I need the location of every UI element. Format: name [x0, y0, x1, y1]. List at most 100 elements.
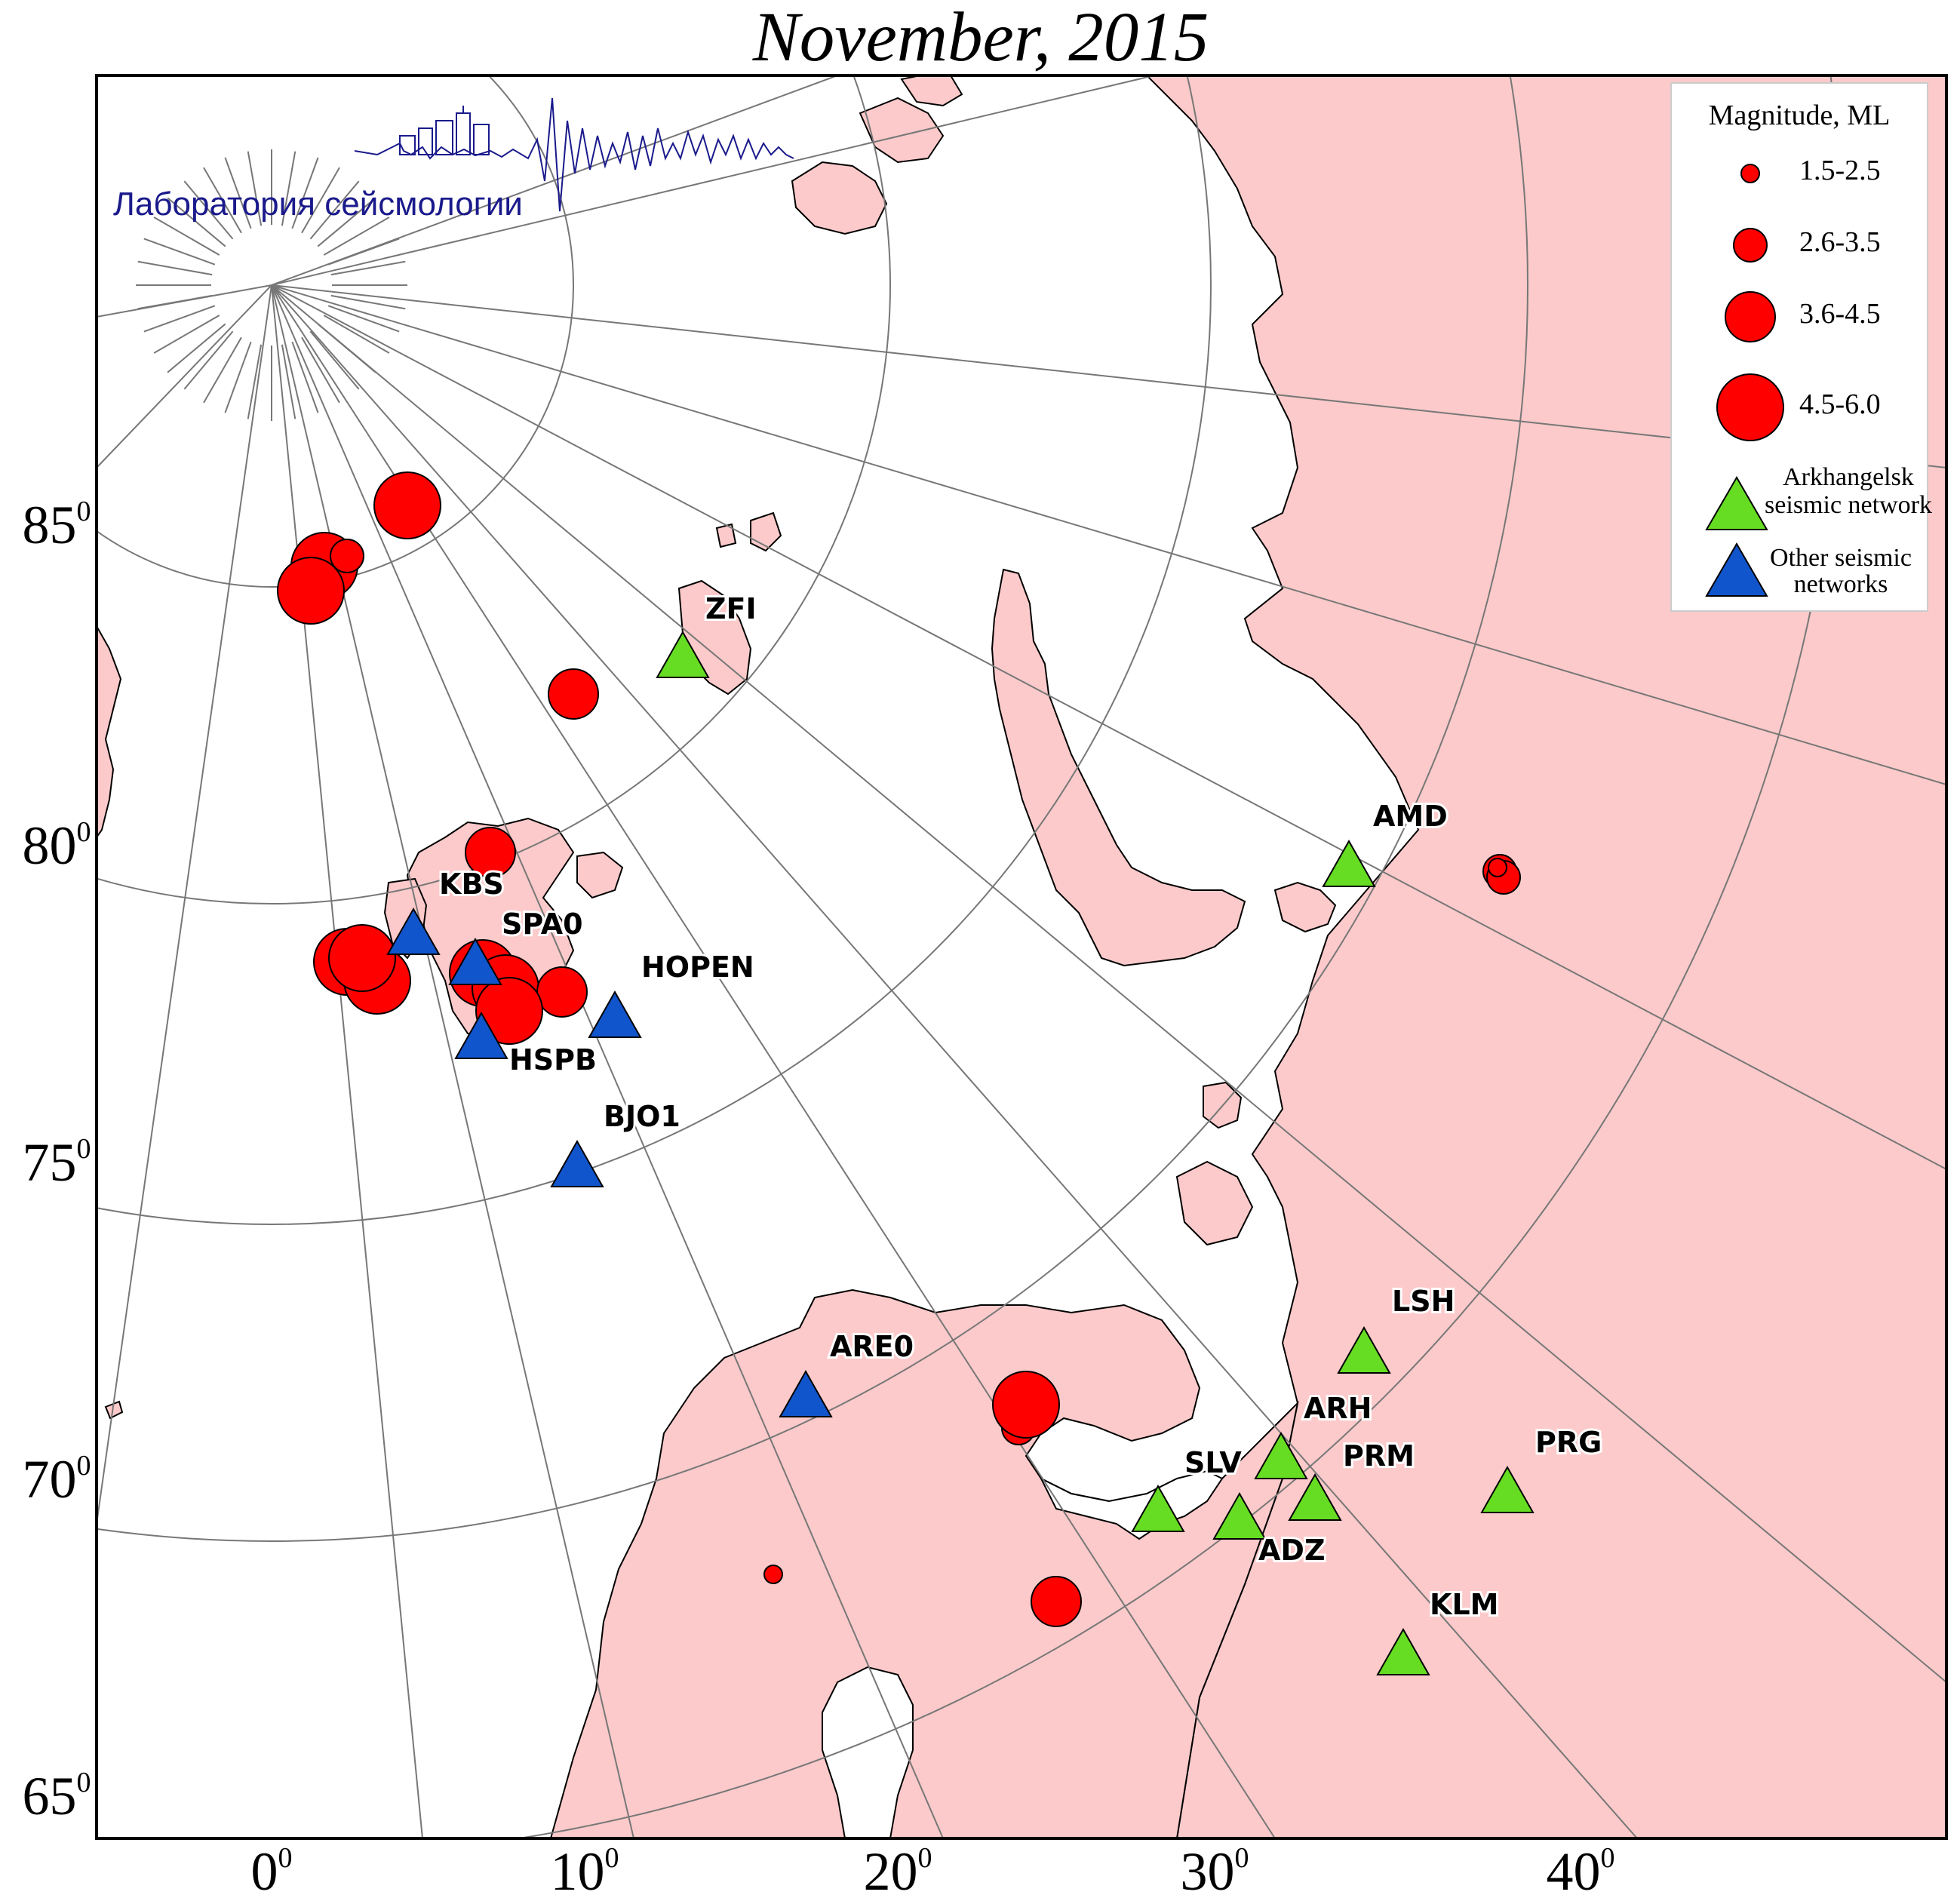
- legend-magnitude-1-label: 1.5-2.5: [1799, 155, 1881, 186]
- map-frame: [95, 74, 1948, 1840]
- station-label: AMD: [1373, 800, 1448, 833]
- legend-magnitude-1-marker: [1740, 164, 1760, 183]
- logo-caption: Лаборатория сейсмологии: [113, 186, 523, 223]
- stations-layer: ZFI AMD LSH ARH SLV PRM ADZ PRG KLM KBS SPA0 HSPB HO…: [386, 590, 1604, 1675]
- land-kanin: [1175, 1160, 1254, 1246]
- land-fennoscandia: [549, 1288, 1299, 1838]
- event-marker: [1031, 1576, 1082, 1627]
- latitude-circle: [97, 75, 891, 904]
- meridian-line: [271, 284, 423, 1838]
- legend-magnitude-4-marker: [1716, 373, 1784, 441]
- meridian-line: [271, 284, 1946, 1683]
- station-marker: [1480, 1465, 1535, 1513]
- legend-magnitude-2-label: 2.6-3.5: [1799, 226, 1881, 258]
- pole-tick: [309, 330, 360, 390]
- latitude-label: 650: [23, 1766, 91, 1826]
- station-marker: [1376, 1627, 1430, 1675]
- events-layer: [277, 471, 1521, 1627]
- land-jan-mayen: [104, 1400, 124, 1420]
- land-severnaya-zemlya-1: [791, 161, 888, 235]
- station-marker: [1288, 1473, 1342, 1521]
- latitude-label: 800: [23, 815, 91, 876]
- land-fj-small2: [715, 523, 737, 548]
- pole-tick: [327, 238, 400, 266]
- white-sea: [1039, 1470, 1224, 1540]
- station-label: KBS: [439, 868, 504, 901]
- longitude-label: 00: [251, 1841, 293, 1901]
- pole-tick: [183, 180, 234, 240]
- event-marker: [330, 539, 364, 573]
- legend-arkhangelsk-marker: [1705, 476, 1768, 530]
- pole-tick: [291, 157, 319, 229]
- pole-tick: [183, 330, 234, 390]
- station-label: HSPB: [509, 1043, 597, 1076]
- pole-tick: [281, 151, 296, 226]
- land-severnaya-zemlya-3: [900, 75, 963, 107]
- latitude-label: 700: [23, 1449, 91, 1509]
- event-marker: [536, 966, 588, 1018]
- pole-tick: [327, 305, 400, 333]
- pole-tick: [137, 294, 213, 310]
- latitude-circle: [97, 75, 1528, 1542]
- station-marker: [454, 1011, 508, 1059]
- meridian-line: [271, 284, 1276, 1838]
- latitude-label: 850: [23, 495, 91, 555]
- pole-tick: [143, 305, 216, 333]
- station-label: ADZ: [1258, 1534, 1326, 1567]
- legend: Magnitude, ML 1.5-2.5 2.6-3.5 3.6-4.5 4.…: [1670, 82, 1932, 612]
- pole-tick: [203, 167, 242, 234]
- event-marker: [328, 924, 396, 992]
- event-marker: [465, 827, 516, 878]
- legend-magnitude-3-label: 3.6-4.5: [1799, 298, 1881, 330]
- legend-other-label-2: networks: [1794, 570, 1888, 598]
- pole-tick: [167, 197, 226, 247]
- land-vaygach: [1273, 881, 1337, 933]
- station-label: HOPEN: [641, 950, 754, 984]
- legend-title: Magnitude, ML: [1709, 100, 1891, 131]
- pole-tick: [323, 315, 390, 354]
- legend-arkhangelsk-label-1: Arkhangelsk: [1783, 463, 1914, 491]
- pole-tick: [330, 294, 406, 310]
- station-marker: [656, 630, 710, 678]
- station-marker: [1254, 1431, 1308, 1479]
- pole-tick: [153, 315, 220, 354]
- pole-tick: [323, 217, 390, 256]
- station-marker: [588, 990, 642, 1038]
- pole-tick: [247, 151, 263, 226]
- latitude-circle: [97, 75, 1212, 1225]
- pole-tick: [301, 336, 340, 404]
- meridian-line: [271, 75, 1155, 286]
- meridian-line: [97, 284, 272, 468]
- latitude-labels: 850 800 750 700 650: [23, 495, 91, 1826]
- event-marker: [992, 1371, 1060, 1439]
- meridian-line: [271, 284, 1946, 468]
- land-novaya-zemlya: [991, 568, 1246, 967]
- event-marker: [548, 668, 599, 720]
- pole-tick: [301, 167, 340, 234]
- event-marker: [1488, 858, 1507, 877]
- station-marker: [386, 907, 441, 955]
- meridian-line: [271, 284, 1638, 1838]
- pole-tick: [317, 323, 376, 373]
- meridian-line: [97, 284, 272, 1525]
- station-label: LSH: [1392, 1285, 1455, 1318]
- pole-tick: [247, 344, 263, 419]
- pole-tick: [224, 341, 252, 413]
- pole-tick: [309, 180, 360, 240]
- meridian-line: [271, 284, 944, 1838]
- longitude-label: 400: [1547, 1841, 1615, 1901]
- station-marker: [1322, 839, 1376, 887]
- station-label: ZFI: [705, 592, 757, 625]
- legend-arkhangelsk-label-2: seismic network: [1765, 491, 1932, 519]
- latitude-circle: [97, 75, 574, 588]
- latitude-label: 750: [23, 1132, 91, 1193]
- station-marker: [779, 1369, 833, 1417]
- legend-magnitude-3-marker: [1725, 291, 1776, 342]
- land-nordaustlandet: [576, 851, 624, 899]
- longitude-label: 100: [551, 1841, 619, 1901]
- station-label: KLM: [1430, 1588, 1498, 1621]
- map-area: [97, 75, 1946, 1838]
- legend-magnitude-2-marker: [1733, 228, 1768, 263]
- station-label: BJO1: [604, 1100, 680, 1133]
